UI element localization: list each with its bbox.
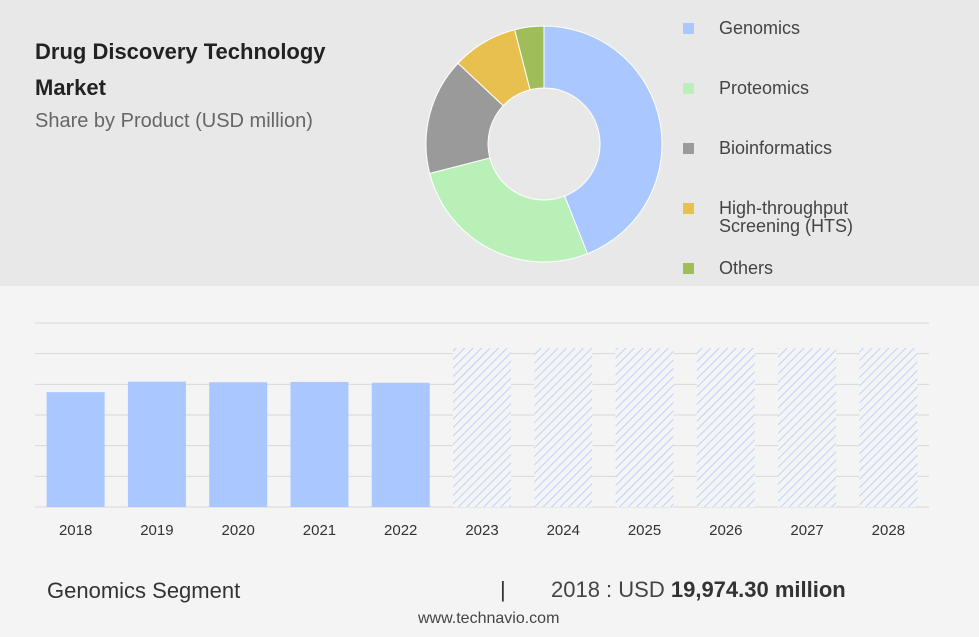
x-tick-label: 2024 bbox=[547, 522, 580, 539]
donut-chart bbox=[425, 25, 663, 263]
bar-2024 bbox=[534, 348, 593, 507]
x-tick-label: 2022 bbox=[384, 522, 417, 539]
bar-2025 bbox=[615, 348, 674, 507]
x-tick-label: 2027 bbox=[790, 522, 823, 539]
footer-year-label: 2018 : USD bbox=[551, 577, 665, 602]
bar-2027 bbox=[778, 348, 837, 507]
bar-2026 bbox=[696, 348, 755, 507]
x-tick-label: 2021 bbox=[303, 522, 336, 539]
legend-label: High-throughput Screening (HTS) bbox=[719, 198, 854, 236]
bar-2023 bbox=[453, 348, 511, 507]
bar-2018 bbox=[46, 392, 105, 507]
footer-value-text: 2018 : USD 19,974.30 million bbox=[551, 577, 846, 603]
legend-label: Genomics bbox=[719, 18, 801, 38]
footer-value: 19,974.30 million bbox=[670, 577, 846, 602]
x-tick-label: 2023 bbox=[465, 522, 498, 539]
chart-title: Drug Discovery Technology Market bbox=[35, 39, 326, 100]
bar-2020 bbox=[209, 382, 268, 507]
x-tick-label: 2026 bbox=[709, 522, 742, 539]
footer-segment: Genomics Segment bbox=[47, 578, 241, 603]
legend-swatch bbox=[683, 23, 694, 34]
x-tick-label: 2019 bbox=[140, 522, 173, 539]
donut-slice-proteomics bbox=[429, 157, 589, 263]
bar-chart: 2018 2019 2020 2021 2022 2023 2024 2025 2026 2027… bbox=[35, 322, 929, 539]
legend-swatch bbox=[683, 143, 694, 154]
legend-swatch bbox=[683, 203, 694, 214]
legend-swatch bbox=[683, 263, 694, 274]
website-link[interactable]: www.technavio.com bbox=[418, 610, 560, 627]
legend-label: Proteomics bbox=[719, 78, 810, 98]
legend-label: Others bbox=[719, 258, 774, 278]
chart-subtitle: Share by Product (USD million) bbox=[35, 110, 313, 132]
bar-2019 bbox=[127, 381, 186, 507]
x-tick-label: 2020 bbox=[221, 522, 254, 539]
x-tick-label: 2018 bbox=[59, 522, 92, 539]
donut-slice-others bbox=[514, 25, 545, 91]
bar-2028 bbox=[859, 348, 918, 507]
bar-2022 bbox=[371, 382, 430, 507]
bar-2021 bbox=[290, 381, 349, 507]
x-tick-label: 2025 bbox=[628, 522, 661, 539]
legend-swatch bbox=[683, 83, 694, 94]
donut-slice-genomics bbox=[543, 25, 663, 255]
x-tick-label: 2028 bbox=[872, 522, 905, 539]
footer-separator: | bbox=[500, 577, 506, 602]
legend-label: Bioinformatics bbox=[719, 138, 833, 158]
